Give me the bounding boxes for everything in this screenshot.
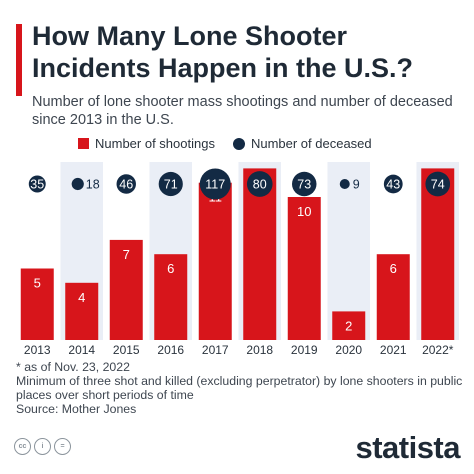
title-accent-bar — [16, 24, 22, 96]
deceased-bubble — [383, 174, 403, 194]
legend: Number of shootings Number of deceased — [78, 136, 372, 151]
deceased-bubble — [339, 179, 350, 189]
x-tick-label: 2020 — [335, 343, 362, 357]
bubble-value-label: 18 — [86, 178, 100, 192]
bubble-value-label: 46 — [119, 178, 133, 192]
bubble-value-label: 35 — [30, 178, 44, 192]
bar-value-label: 2 — [345, 318, 352, 333]
bar — [287, 197, 321, 340]
bubble-value-label: 43 — [386, 178, 400, 192]
x-tick-label: 2015 — [113, 343, 140, 357]
bar-value-label: 7 — [123, 247, 130, 262]
bar-value-label: 10 — [297, 204, 311, 219]
bar — [332, 311, 366, 340]
bubble-value-label: 80 — [253, 178, 267, 192]
legend-swatch-shootings — [78, 138, 89, 149]
x-tick-label: 2019 — [291, 343, 318, 357]
bubble-value-label: 71 — [164, 178, 178, 192]
note-source: Source: Mother Jones — [16, 402, 137, 416]
deceased-bubble — [28, 175, 46, 193]
bar — [376, 254, 410, 340]
statista-logo: statista — [355, 430, 460, 465]
note-definition: Minimum of three shot and killed (exclud… — [16, 374, 463, 402]
bar — [243, 168, 277, 340]
bar-value-label: 6 — [390, 261, 397, 276]
legend-label-deceased: Number of deceased — [250, 136, 372, 151]
x-tick-label: 2021 — [380, 343, 407, 357]
x-tick-label: 2022* — [422, 343, 454, 357]
deceased-bubble — [158, 171, 183, 197]
equals-icon: = — [54, 438, 71, 455]
x-tick-label: 2013 — [24, 343, 51, 357]
bar-value-label: 5 — [34, 276, 41, 291]
x-tick-label: 2014 — [68, 343, 95, 357]
license-icons: cc i = — [14, 438, 71, 455]
chart-title: How Many Lone Shooter Incidents Happen i… — [32, 21, 414, 83]
bar — [65, 282, 99, 340]
deceased-bubble — [425, 171, 451, 197]
bar — [421, 168, 455, 340]
deceased-bubble — [292, 171, 317, 197]
cc-icon: cc — [14, 438, 31, 455]
bubble-value-label: 117 — [205, 178, 225, 192]
note-asterisk: * as of Nov. 23, 2022 — [16, 360, 130, 374]
bubble-value-label: 74 — [431, 178, 445, 192]
chart-subtitle: Number of lone shooter mass shootings an… — [32, 94, 453, 128]
legend-swatch-deceased — [232, 137, 245, 150]
bar-value-label: 4 — [78, 290, 85, 305]
notes: * as of Nov. 23, 2022 Minimum of three s… — [16, 360, 466, 416]
bubble-value-label: 73 — [297, 178, 311, 192]
bar — [20, 268, 54, 340]
bubble-value-label: 9 — [353, 178, 360, 192]
bar-chart: 5352013418201474620156712016111172017128… — [20, 162, 459, 357]
x-tick-label: 2018 — [246, 343, 273, 357]
deceased-bubble — [116, 174, 136, 194]
column-shade — [327, 162, 370, 340]
bar-value-label: 6 — [167, 261, 174, 276]
deceased-bubble — [246, 171, 273, 197]
bar — [109, 239, 143, 340]
x-tick-label: 2016 — [157, 343, 184, 357]
bar — [154, 254, 188, 340]
deceased-bubble — [199, 168, 231, 200]
bar — [198, 182, 232, 340]
deceased-bubble — [71, 177, 84, 191]
info-icon: i — [34, 438, 51, 455]
x-tick-label: 2017 — [202, 343, 229, 357]
legend-label-shootings: Number of shootings — [95, 136, 215, 151]
footer: cc i = statista — [0, 430, 474, 474]
